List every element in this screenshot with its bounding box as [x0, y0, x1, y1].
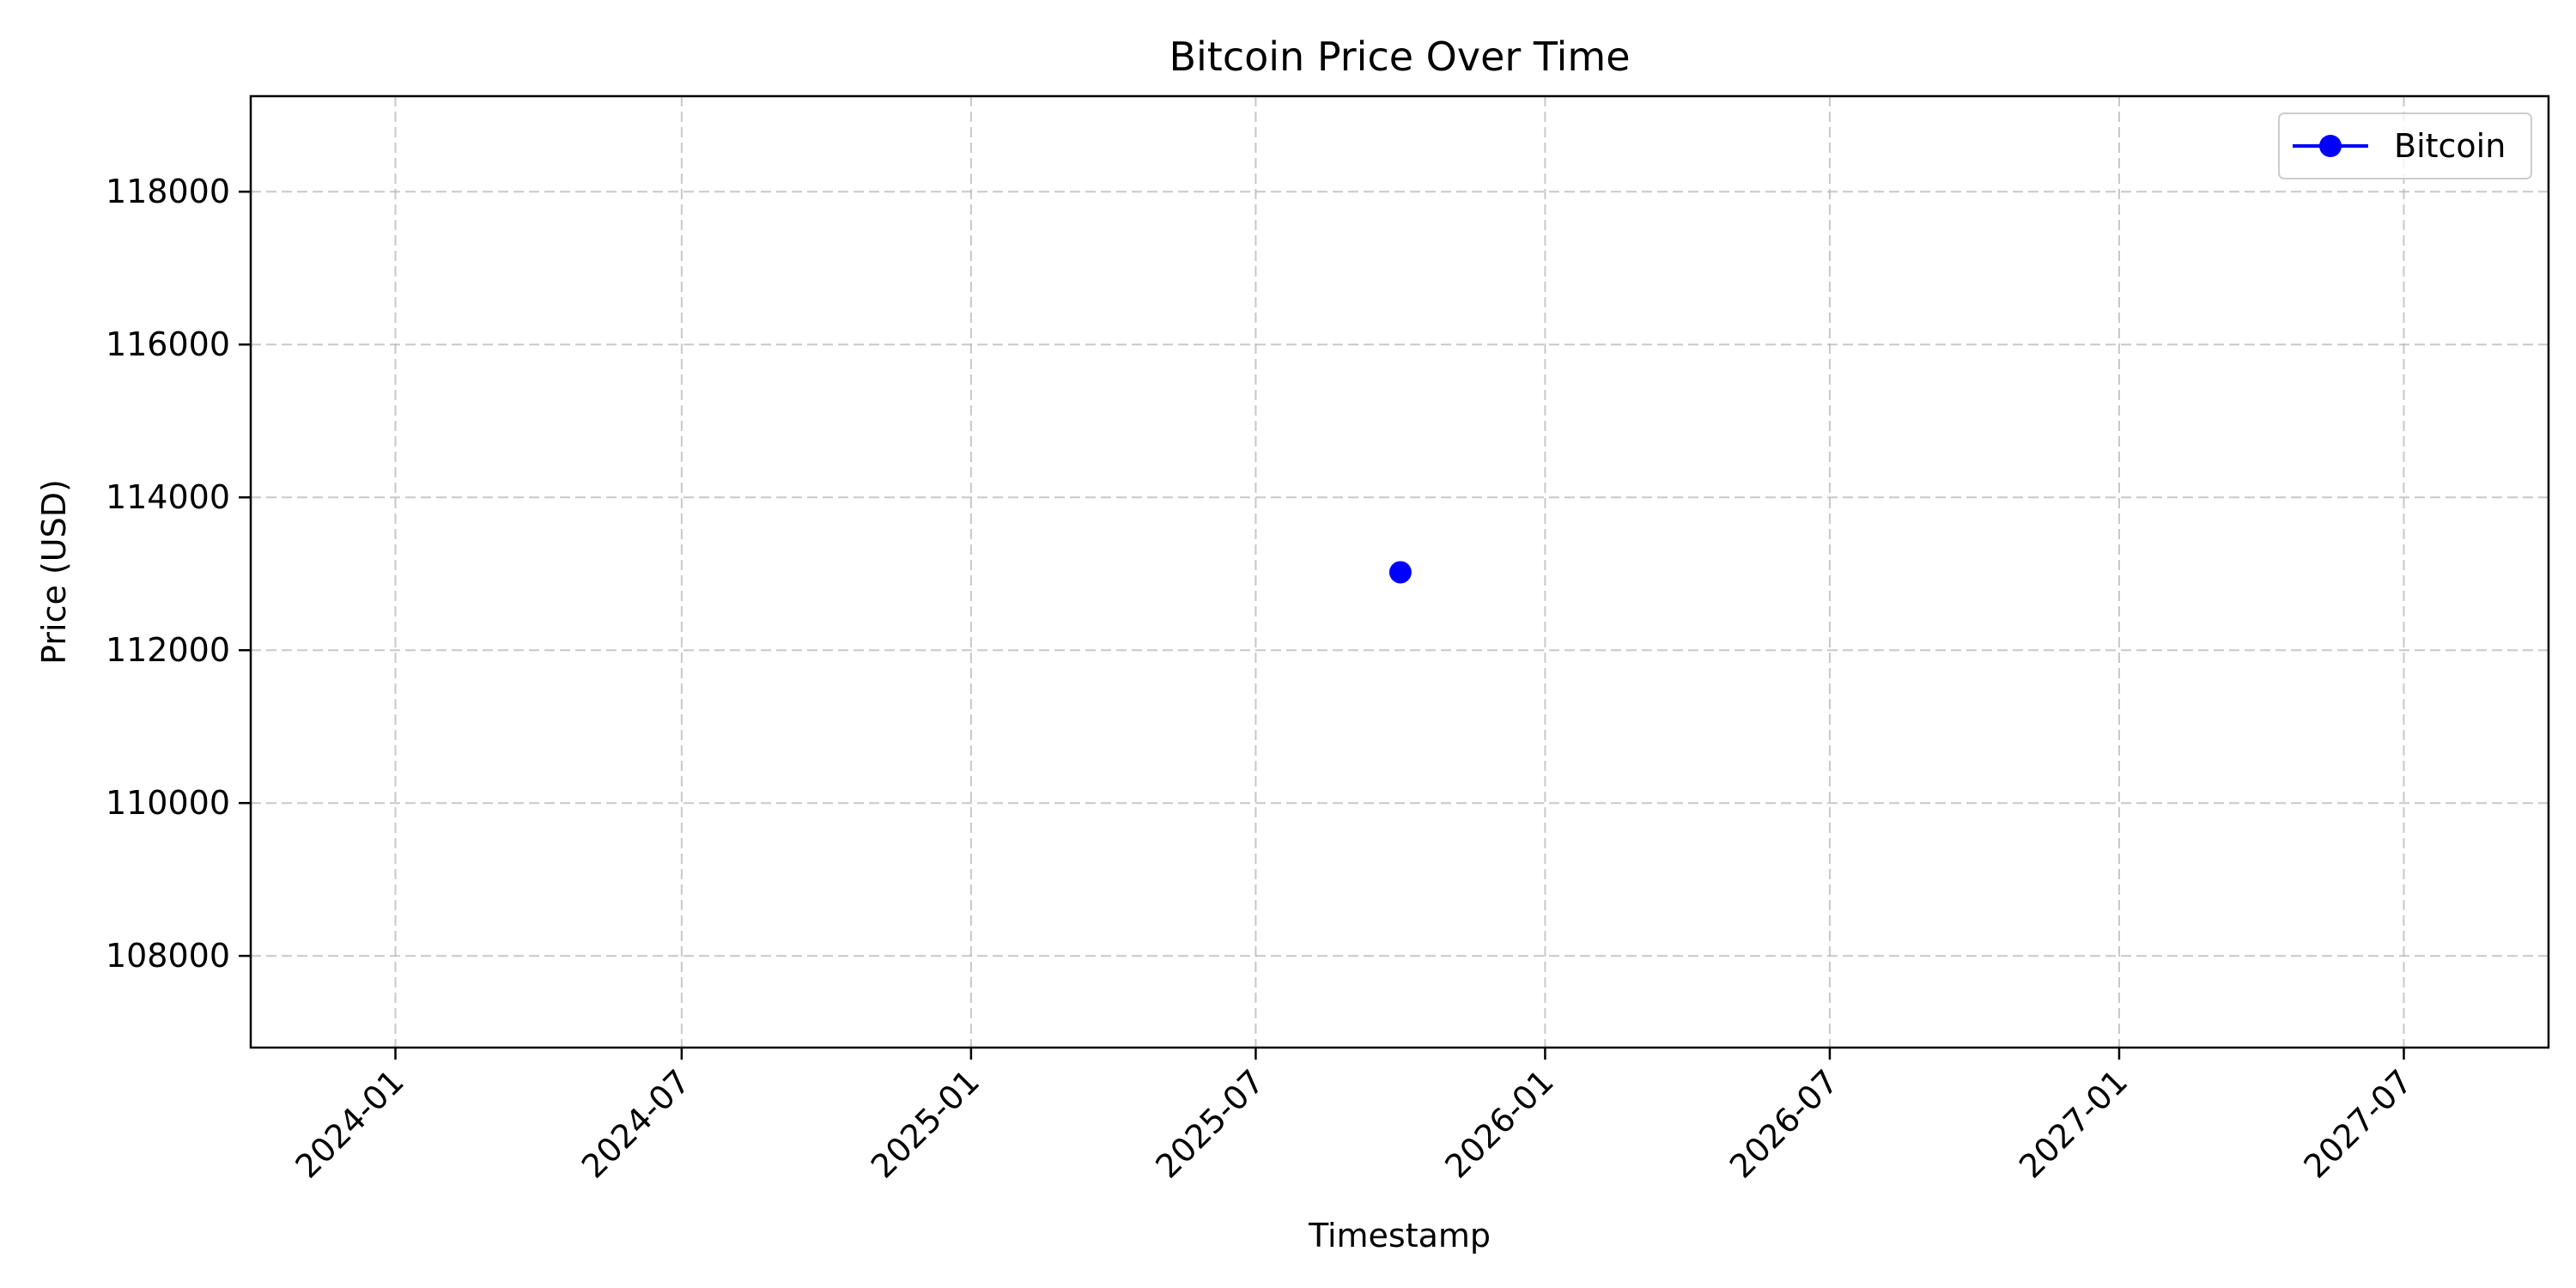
legend-label-bitcoin: Bitcoin [2394, 127, 2506, 165]
data-point[interactable] [1388, 561, 1412, 584]
y-axis-ticks: 108000 110000 112000 114000 116000 118000 [106, 173, 251, 975]
plot-area-frame [249, 94, 2550, 1049]
y-axis-label: Price (USD) [35, 479, 73, 665]
chart-title: Bitcoin Price Over Time [1169, 33, 1630, 80]
y-tick-label: 116000 [106, 325, 230, 363]
grid [251, 96, 2549, 1048]
series-layer [1388, 561, 1412, 584]
legend[interactable]: Bitcoin [2278, 112, 2532, 179]
y-tick-label: 118000 [106, 173, 230, 210]
y-tick-label: 114000 [106, 478, 230, 516]
y-tick-label: 110000 [106, 784, 230, 822]
y-tick-label: 108000 [106, 937, 230, 975]
y-tick-label: 112000 [106, 631, 230, 669]
x-axis-label: Timestamp [1308, 1217, 1491, 1255]
legend-box [2278, 112, 2532, 179]
legend-dot-marker [2319, 135, 2342, 157]
